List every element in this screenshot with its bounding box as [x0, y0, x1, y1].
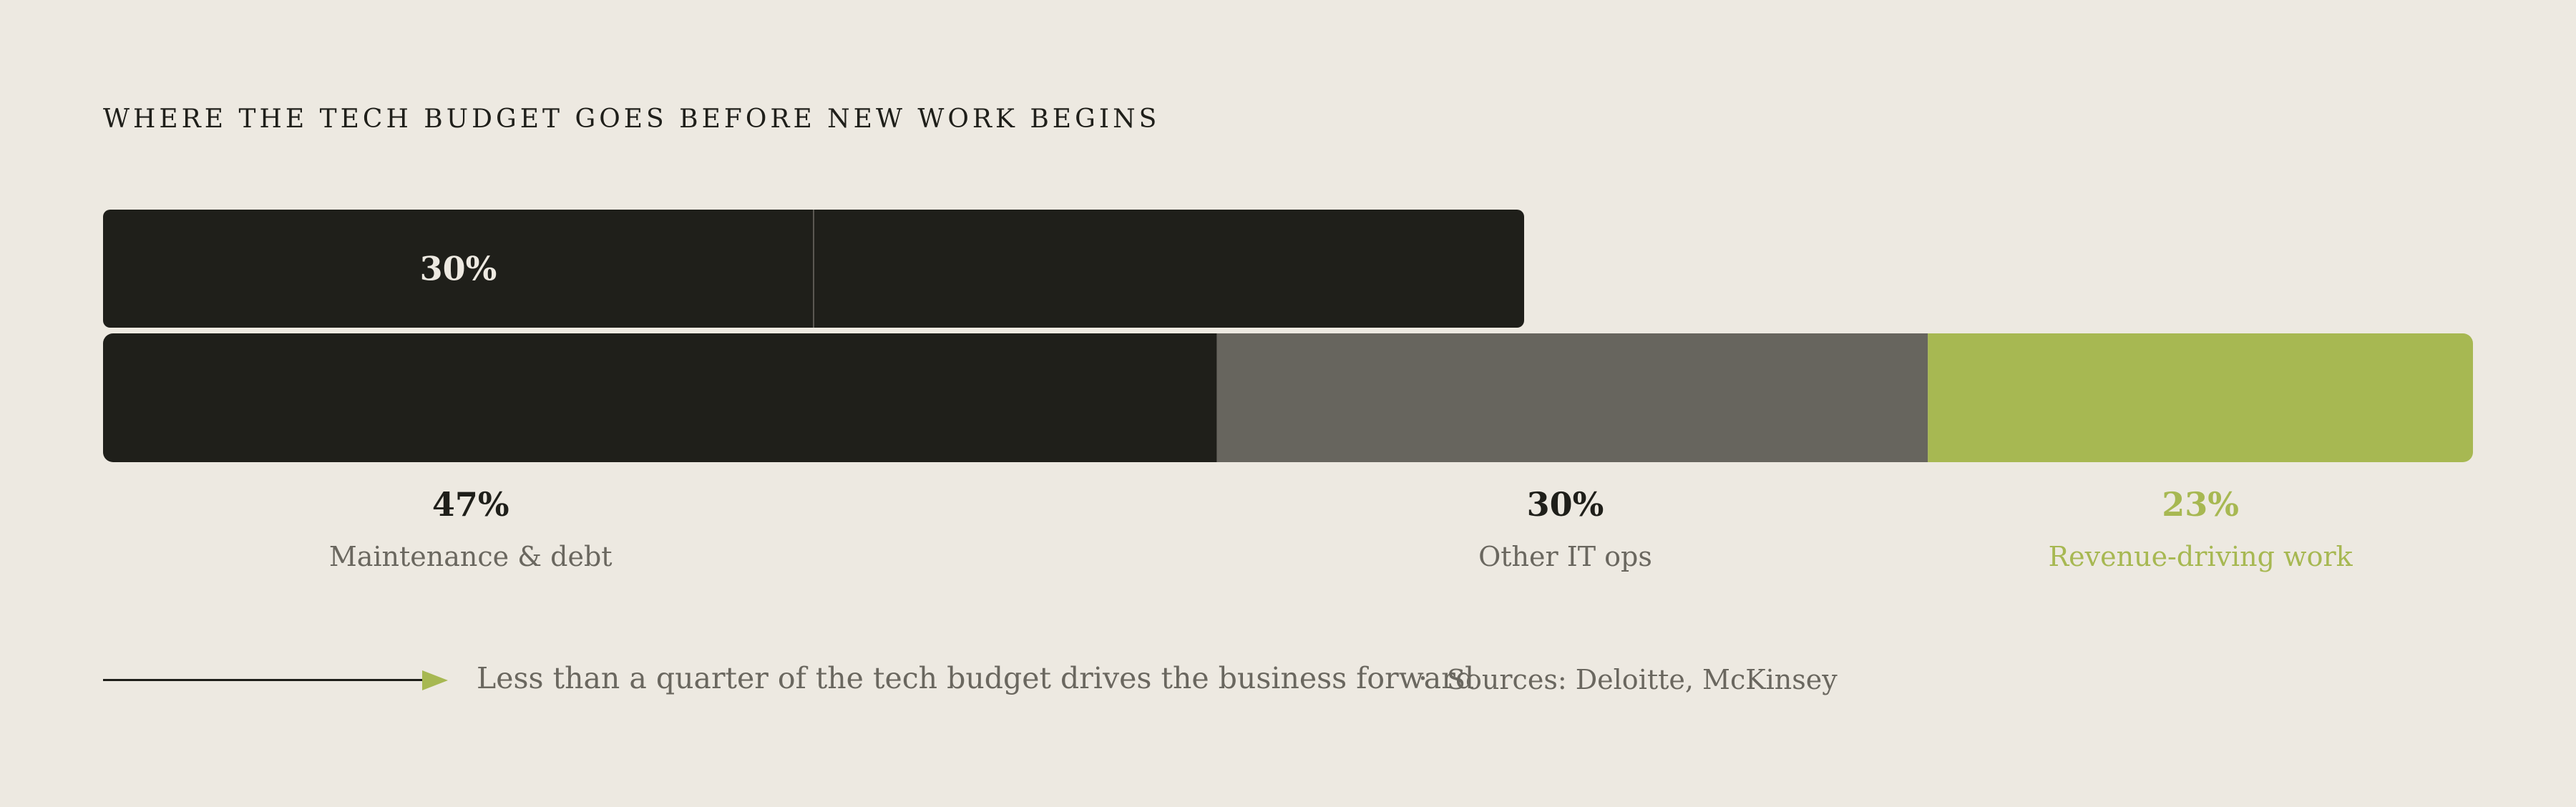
footer-separator: · — [1418, 661, 1428, 695]
chart-title: WHERE THE TECH BUDGET GOES BEFORE NEW WO… — [103, 104, 1161, 134]
footer-note: Less than a quarter of the tech budget d… — [477, 661, 1475, 695]
segment-value-label: 47% — [431, 485, 509, 524]
stacked-bar-chart: 30% — [103, 210, 2473, 462]
segment-value-label: 23% — [2162, 485, 2239, 524]
footer-source: Sources: Deloitte, McKinsey — [1447, 664, 1838, 695]
segment-category-label: Maintenance & debt — [328, 541, 613, 572]
segment-category-label: Other IT ops — [1478, 541, 1652, 572]
stacked-bar — [103, 333, 2473, 462]
segment-value-label: 30% — [1526, 485, 1604, 524]
arrow-right-icon — [422, 670, 448, 690]
bar-segment-1 — [103, 333, 1217, 462]
bar-segment-3 — [1928, 333, 2473, 462]
footer-line — [103, 679, 425, 681]
footer: Less than a quarter of the tech budget d… — [0, 658, 2576, 701]
breakdown-bar-label: 30% — [420, 250, 497, 288]
bar-segment-2 — [1216, 333, 1928, 462]
segment-category-label: Revenue-driving work — [2048, 541, 2353, 572]
